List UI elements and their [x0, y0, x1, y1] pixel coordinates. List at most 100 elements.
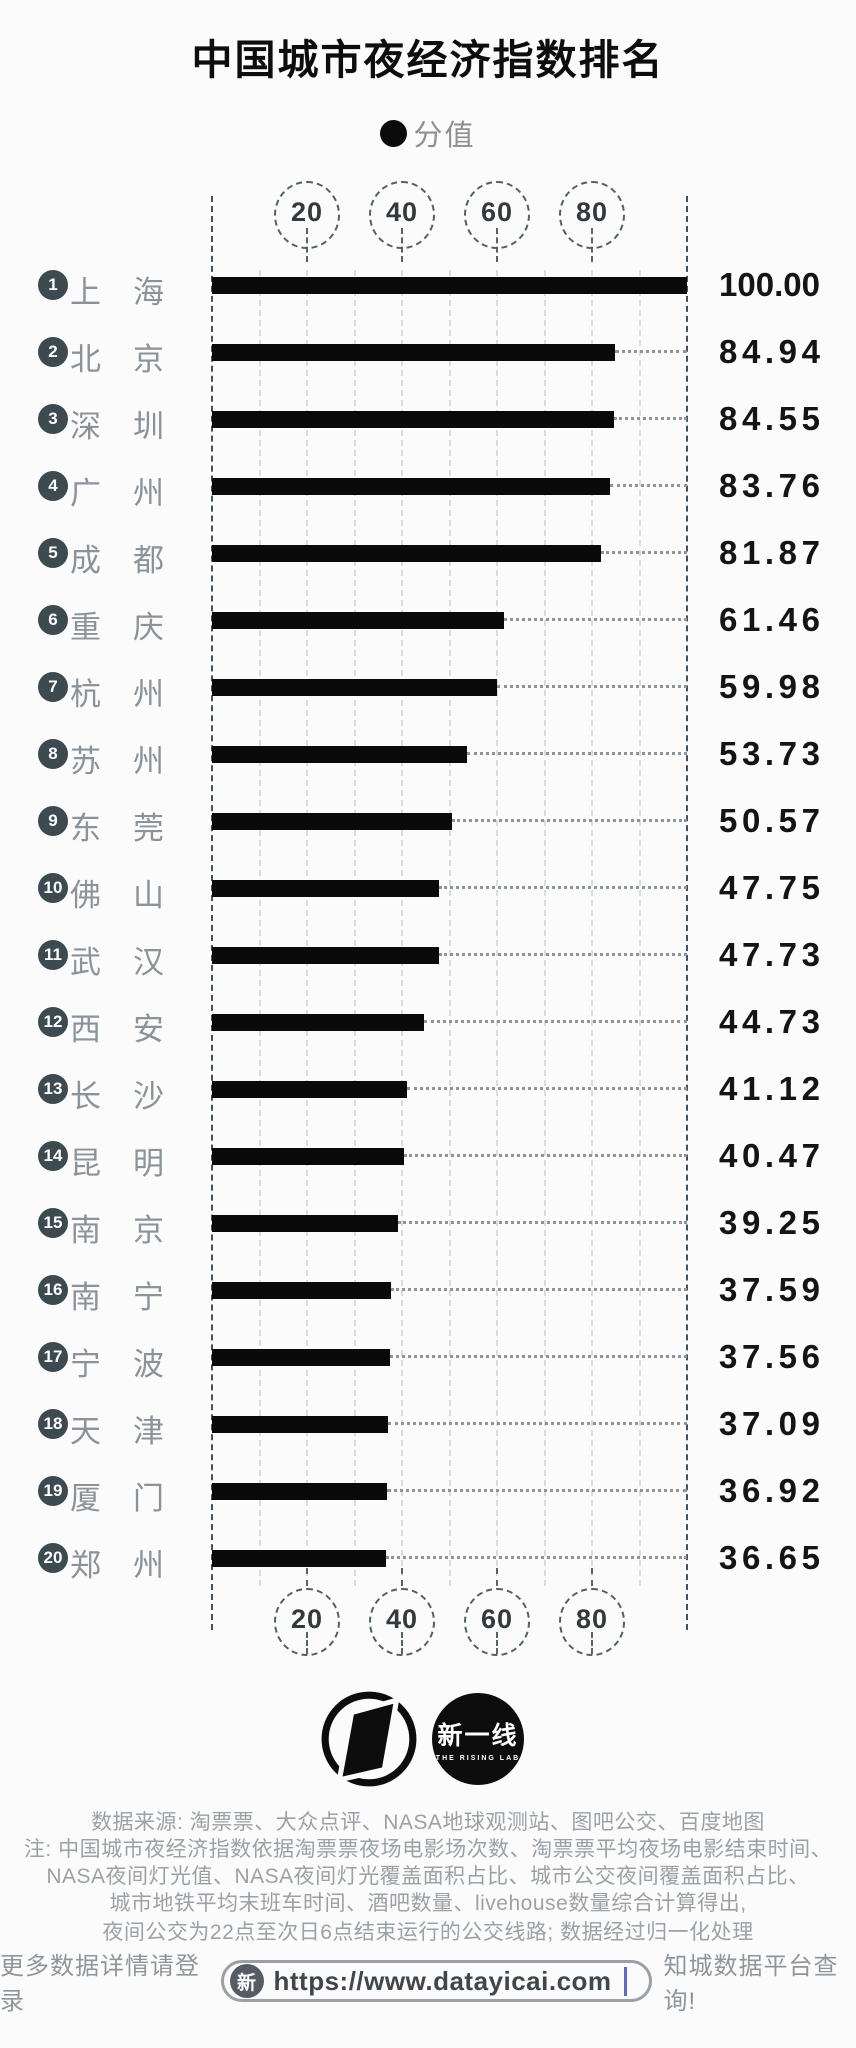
- city-name: 宁波: [70, 1339, 164, 1384]
- rank-badge: 2: [38, 337, 68, 367]
- bottom-tick-20: [306, 1568, 308, 1586]
- score-value-char: 7: [741, 1338, 761, 1375]
- score-value-char: 3: [719, 1204, 738, 1241]
- city-name-char: 南: [70, 1280, 101, 1315]
- score-value-char: 8: [719, 534, 738, 571]
- score-value-char: 5: [801, 1539, 820, 1576]
- score-value-char: 5: [801, 869, 820, 906]
- city-name-char: 波: [133, 1347, 164, 1382]
- rising-lab-logo-en: THE RISING LAB: [435, 1755, 521, 1762]
- score-bar: [212, 1148, 405, 1165]
- leader-line: [390, 1355, 687, 1358]
- city-name: 南宁: [70, 1272, 164, 1317]
- score-value-char: 4: [719, 1137, 738, 1174]
- score-value-char: 7: [778, 467, 798, 504]
- score-bar: [212, 612, 504, 629]
- city-name-char: 州: [133, 1548, 164, 1583]
- score-value-char: 8: [801, 668, 820, 705]
- score-value-char: .: [764, 1405, 775, 1442]
- score-value-char: .: [764, 869, 775, 906]
- footer-note-line-3: 城市地铁平均末班车时间、酒吧数量、livehouse数量综合计算得出,: [109, 1892, 747, 1915]
- city-name: 厦门: [70, 1473, 164, 1518]
- score-value-char: 5: [801, 1204, 820, 1241]
- city-name-char: 北: [70, 342, 101, 377]
- score-bar: [212, 478, 610, 495]
- city-name: 杭州: [70, 669, 164, 714]
- score-value-char: 7: [801, 802, 820, 839]
- score-value-char: 0: [741, 802, 761, 839]
- score-value-char: .: [764, 601, 775, 638]
- score-value-char: 0: [737, 266, 756, 303]
- score-value-char: .: [764, 1204, 775, 1241]
- city-name-char: 莞: [133, 811, 164, 846]
- score-value-char: 6: [719, 601, 738, 638]
- rising-lab-icon: 新: [229, 1964, 264, 1998]
- bottom-axis-tick-circle-80: 80: [559, 1588, 625, 1656]
- score-value-char: 3: [719, 1539, 738, 1576]
- score-value-char: 7: [778, 936, 798, 973]
- score-value-char: .: [764, 400, 775, 437]
- footer-note-line-4: 夜间公交为22点至次日6点结束运行的公交线路; 数据经过归一化处理: [102, 1921, 754, 1944]
- gridline-90: [638, 270, 641, 1586]
- cta-suffix: 知城数据平台查询!: [663, 1953, 839, 2015]
- score-value-char: 8: [719, 400, 738, 437]
- score-value-char: 1: [741, 1070, 761, 1107]
- score-value-char: 5: [719, 668, 738, 705]
- score-value-char: 3: [719, 1405, 738, 1442]
- score-value-char: 0: [755, 266, 775, 303]
- score-bar: [212, 880, 439, 897]
- gridline-60: [496, 270, 498, 1586]
- leader-line: [438, 953, 687, 956]
- score-value-char: 7: [741, 1271, 761, 1308]
- city-name-char: 津: [133, 1414, 164, 1449]
- platform-url[interactable]: https://www.datayicai.com: [273, 1965, 612, 1996]
- leader-line: [503, 618, 687, 621]
- bottom-axis-tick-label-20: 20: [290, 1603, 324, 1634]
- city-name-char: 京: [133, 342, 164, 377]
- city-name-char: 杭: [70, 677, 101, 712]
- score-value-char: 7: [778, 735, 798, 772]
- rank-badge: 5: [38, 538, 68, 568]
- gridline-70: [543, 270, 546, 1586]
- score-bar: [212, 947, 439, 964]
- rank-badge: 8: [38, 739, 68, 769]
- score-value-char: 5: [778, 1338, 798, 1375]
- score-value-char: 3: [719, 1338, 738, 1375]
- city-name-char: 成: [70, 543, 101, 578]
- legend: 分值: [0, 112, 856, 154]
- gridline-10: [258, 270, 261, 1586]
- score-value-char: .: [764, 1003, 775, 1040]
- score-value-char: 8: [719, 333, 738, 370]
- leader-line: [424, 1020, 687, 1023]
- score-bar: [212, 813, 453, 830]
- gridline-50: [448, 270, 451, 1586]
- score-value-char: 4: [801, 333, 820, 370]
- score-value-char: 9: [801, 1271, 820, 1308]
- axis-hundred-line: [686, 196, 688, 1630]
- score-value-char: 2: [801, 1472, 820, 1509]
- score-value-char: .: [764, 333, 775, 370]
- axis-zero-line: [211, 196, 213, 1630]
- rank-badge: 12: [38, 1007, 68, 1037]
- city-name-char: 宁: [133, 1280, 164, 1315]
- score-value-char: 6: [801, 1338, 820, 1375]
- rank-badge: 3: [38, 404, 68, 434]
- score-value-char: .: [764, 534, 775, 571]
- score-value-char: .: [764, 735, 775, 772]
- city-name-char: 长: [70, 1079, 101, 1114]
- score-value-char: 5: [778, 802, 798, 839]
- leader-line: [407, 1087, 687, 1090]
- url-pill[interactable]: 新 https://www.datayicai.com: [220, 1960, 652, 2002]
- cta-prefix: 更多数据详情请登录: [0, 1953, 200, 2015]
- city-name: 东莞: [70, 803, 164, 848]
- score-value-char: .: [764, 1338, 775, 1375]
- rising-lab-logo-cn: 新一线: [437, 1722, 519, 1750]
- score-bar: [212, 679, 497, 696]
- score-value-char: 7: [801, 534, 820, 571]
